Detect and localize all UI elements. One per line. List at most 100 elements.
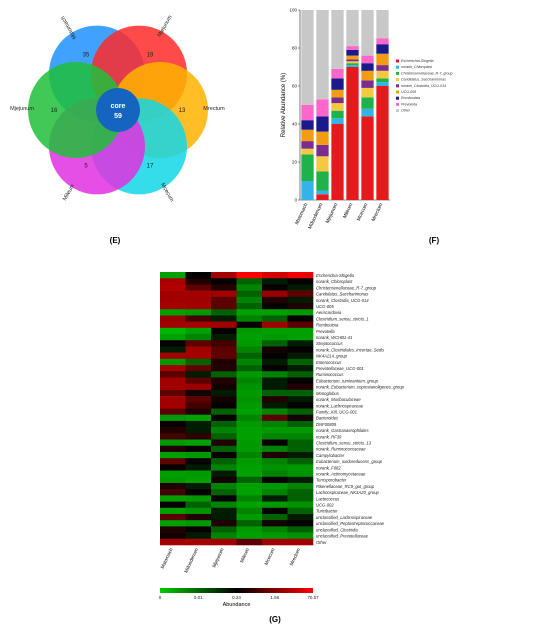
heat-row-label-38: Turicibacter xyxy=(316,509,338,514)
heat-cell-39-1 xyxy=(185,513,212,521)
heat-cell-21-1 xyxy=(185,402,212,409)
heat-row-label-21: norank_Lachnospiraceae xyxy=(316,403,364,408)
bar-seg-0-8 xyxy=(301,10,314,105)
legend-swatch-6 xyxy=(396,96,399,100)
heat-cell-5-3 xyxy=(236,303,263,310)
heat-cell-40-2 xyxy=(211,520,237,527)
heat-row-label-12: norank_Clostridiales_Incertae_Sedis xyxy=(316,347,385,352)
bar-seg-3-5 xyxy=(346,55,359,60)
heat-cell-10-4 xyxy=(262,334,288,341)
heat-cell-34-1 xyxy=(185,482,212,490)
heat-row-label-0: Escherichia-Shigella xyxy=(316,273,355,278)
bar-seg-5-8 xyxy=(376,10,389,39)
legend-label-3: Candidatus_Saccharimonas xyxy=(401,78,446,82)
heat-cell-1-2 xyxy=(211,278,237,285)
heat-cell-39-5 xyxy=(287,513,314,521)
heat-cell-4-3 xyxy=(236,296,263,304)
heat-cell-6-0 xyxy=(160,309,186,316)
heat-cell-6-2 xyxy=(211,309,237,316)
heat-row-label-20: norank_Muribaculaceae xyxy=(316,397,361,402)
heat-cell-3-0 xyxy=(160,290,186,298)
bar-seg-1-1 xyxy=(316,190,329,195)
heat-col-label-5: Mrectum xyxy=(289,547,302,566)
bar-seg-2-4 xyxy=(331,97,344,104)
heat-cell-9-0 xyxy=(160,327,186,335)
heat-cell-40-1 xyxy=(185,520,212,527)
heat-cell-41-4 xyxy=(262,526,288,533)
heat-row-label-36: Lactococcus xyxy=(316,496,340,501)
heat-row-label-39: unclassified_Lachnospiraceae xyxy=(316,515,373,520)
heat-cell-2-2 xyxy=(211,284,237,291)
heat-cell-15-4 xyxy=(262,365,288,372)
heat-cell-18-5 xyxy=(287,383,314,391)
heat-cell-1-1 xyxy=(185,278,212,285)
heat-cell-2-0 xyxy=(160,284,186,291)
heat-cell-7-4 xyxy=(262,315,288,322)
heat-cell-39-4 xyxy=(262,513,288,521)
heat-cell-22-3 xyxy=(236,408,263,416)
heat-row-label-43: Other xyxy=(316,540,327,545)
heat-cell-8-0 xyxy=(160,321,186,329)
heat-cell-35-2 xyxy=(211,489,237,496)
heat-cell-43-2 xyxy=(211,538,237,546)
heat-row-label-23: Bacteroides xyxy=(316,416,339,421)
bar-seg-2-6 xyxy=(331,78,344,90)
bar-category-3: Mileum xyxy=(342,202,354,219)
heat-row-label-7: Clostridium_sensu_stricto_1 xyxy=(316,316,369,321)
heat-cell-13-1 xyxy=(185,352,212,360)
heat-cell-33-3 xyxy=(236,476,263,484)
heat-cell-41-0 xyxy=(160,526,186,533)
heat-cell-24-0 xyxy=(160,420,186,428)
heat-cell-30-0 xyxy=(160,458,186,465)
heat-cell-37-4 xyxy=(262,501,288,509)
heat-cell-33-2 xyxy=(211,476,237,484)
heat-cell-24-3 xyxy=(236,420,263,428)
venn-unique-4: 5 xyxy=(84,163,88,169)
heat-cell-22-0 xyxy=(160,408,186,416)
heat-cell-4-4 xyxy=(262,296,288,304)
heat-cell-1-3 xyxy=(236,278,263,285)
legend-label-4: norank_Clostridia_UCG-014 xyxy=(401,84,446,88)
heat-cell-8-2 xyxy=(211,321,237,329)
heat-cell-31-2 xyxy=(211,464,237,471)
heat-cell-19-3 xyxy=(236,389,263,397)
heat-cell-36-2 xyxy=(211,495,237,502)
heat-row-label-35: Lachnospiraceae_NK3A20_group xyxy=(316,490,380,495)
heat-cell-0-2 xyxy=(211,272,237,279)
heat-cell-25-0 xyxy=(160,427,186,434)
heat-cell-34-2 xyxy=(211,482,237,490)
heat-row-label-26: norank_RF39 xyxy=(316,434,342,439)
heat-row-label-24: DNF00809 xyxy=(316,422,337,427)
heat-row-label-15: Prevotellaceae_UCG-001 xyxy=(316,366,364,371)
heat-row-label-28: norank_Ruminococcaceae xyxy=(316,447,366,452)
heat-cell-29-3 xyxy=(236,451,263,459)
heat-cell-23-2 xyxy=(211,414,237,422)
heat-cell-3-5 xyxy=(287,290,314,298)
heat-cell-8-4 xyxy=(262,321,288,329)
heat-cell-16-0 xyxy=(160,371,186,378)
heat-cell-3-1 xyxy=(185,290,212,298)
bar-category-4: Mcecum xyxy=(356,202,369,222)
heat-cell-9-5 xyxy=(287,327,314,335)
heat-cell-40-4 xyxy=(262,520,288,527)
colorbar-tick-4: 70.57 xyxy=(307,595,319,600)
bar-ytick-label-0: 0 xyxy=(294,198,297,203)
heat-row-label-31: norank_F082 xyxy=(316,465,341,470)
heat-cell-42-4 xyxy=(262,532,288,540)
heat-row-label-27: Clostridium_sensu_stricto_13 xyxy=(316,440,372,445)
heat-cell-19-5 xyxy=(287,389,314,397)
heat-cell-17-4 xyxy=(262,377,288,384)
bar-seg-2-2 xyxy=(331,110,344,119)
heat-cell-22-2 xyxy=(211,408,237,416)
heat-cell-43-3 xyxy=(236,538,263,546)
legend-swatch-2 xyxy=(396,71,399,75)
heat-row-label-5: UCG-005 xyxy=(316,304,334,309)
heat-cell-14-3 xyxy=(236,358,263,366)
heat-cell-32-2 xyxy=(211,470,237,478)
heat-cell-4-1 xyxy=(185,296,212,304)
heat-cell-14-1 xyxy=(185,358,212,366)
heat-cell-14-4 xyxy=(262,358,288,366)
heat-cell-17-1 xyxy=(185,377,212,384)
heat-cell-28-2 xyxy=(211,445,237,453)
heat-cell-38-4 xyxy=(262,507,288,515)
